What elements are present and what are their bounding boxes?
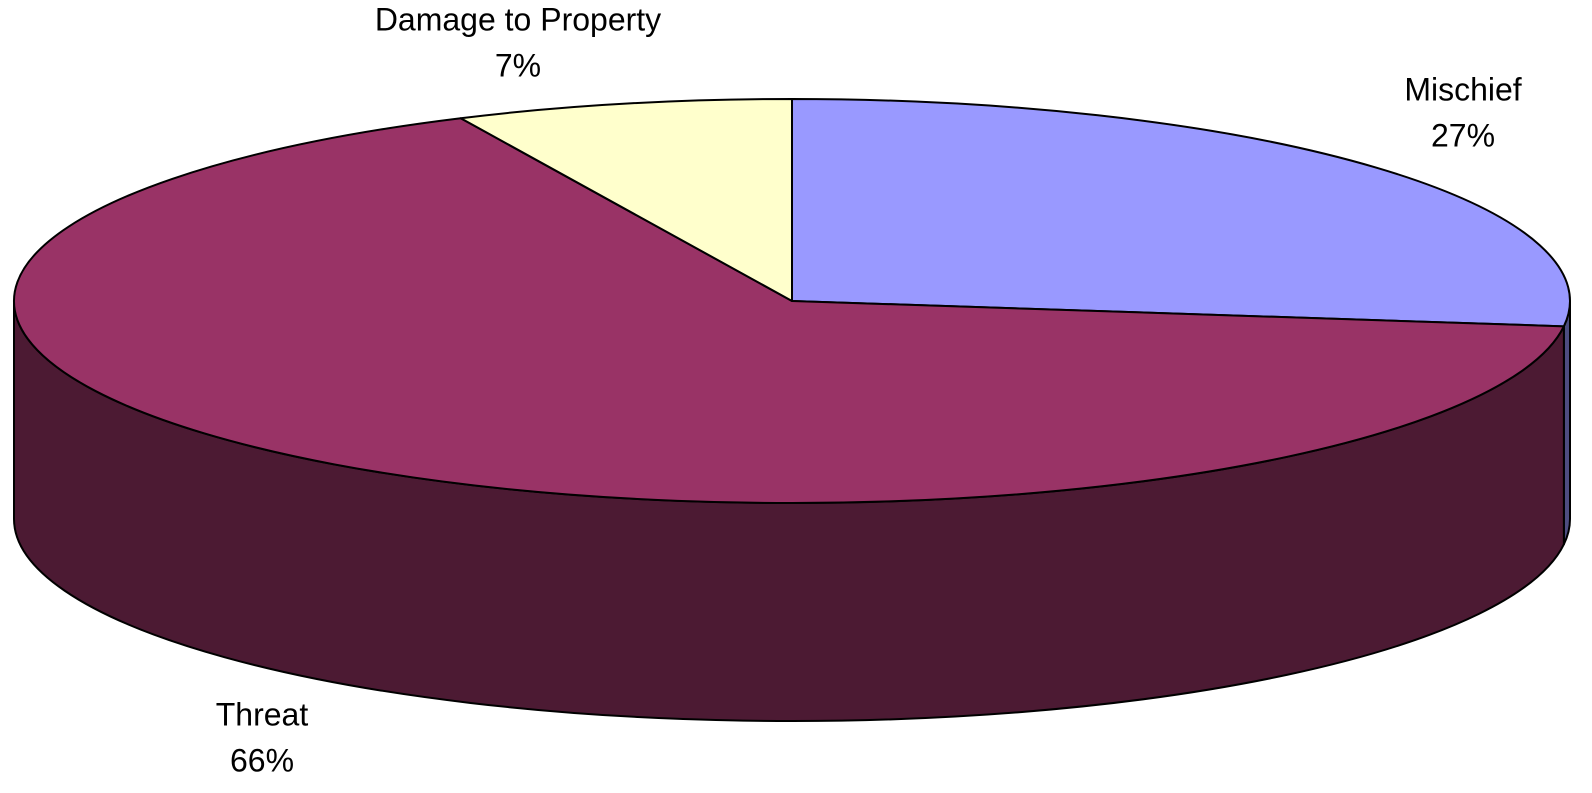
slice-label: Mischief (1404, 71, 1521, 107)
slice-value-label: 7% (495, 47, 541, 83)
pie-slice (459, 98, 793, 302)
slice-label: Damage to Property (375, 1, 661, 37)
pie-slice (13, 117, 1565, 504)
slice-value-label: 27% (1431, 117, 1495, 153)
slice-label: Threat (216, 696, 309, 732)
pie-slice (791, 98, 1571, 328)
slice-value-label: 66% (230, 742, 294, 778)
